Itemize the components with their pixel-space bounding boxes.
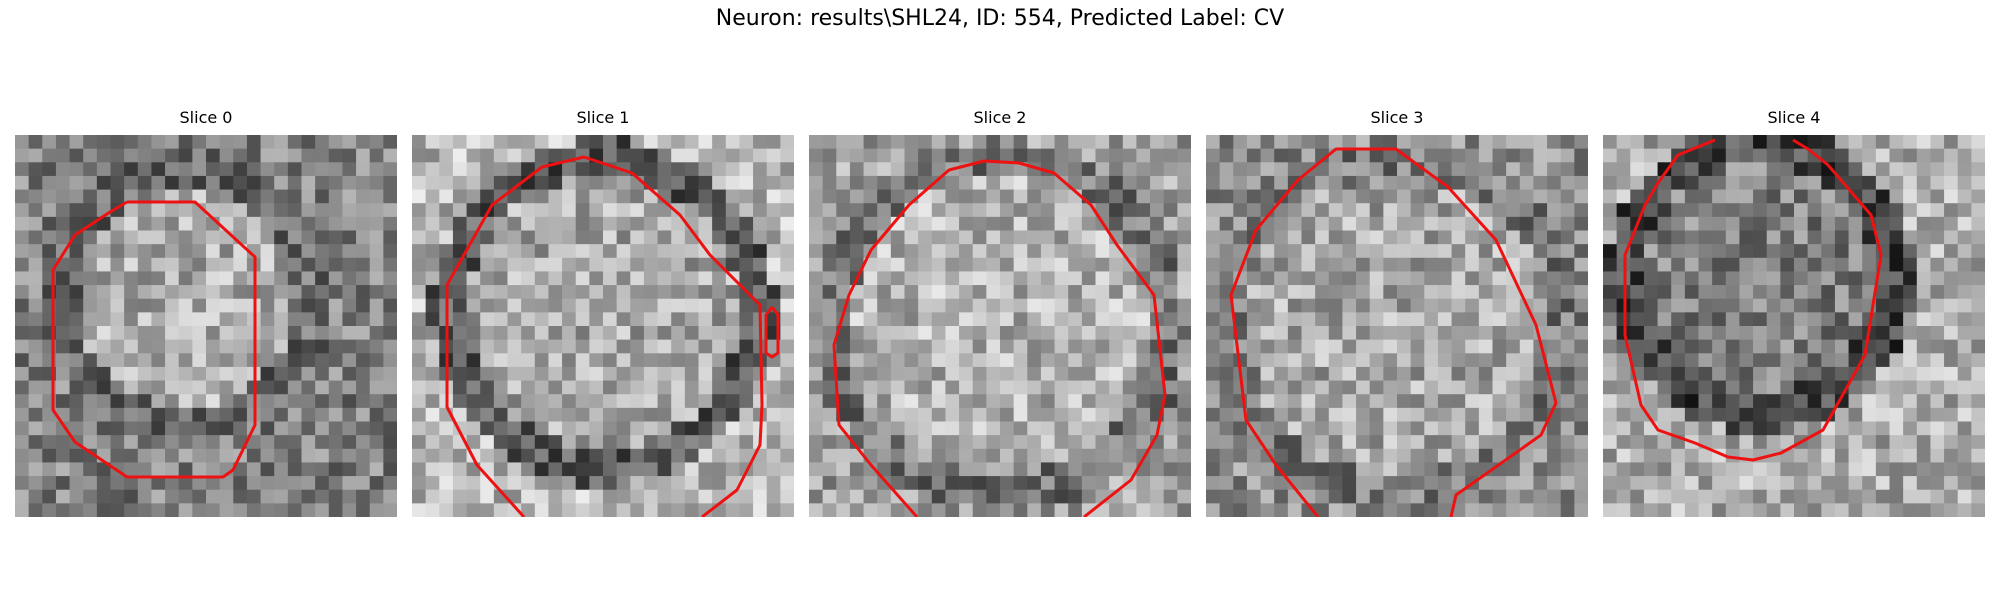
slice-3-image (1206, 135, 1588, 517)
slice-4-pixel-grid (1603, 135, 1985, 517)
slice-0-image (15, 135, 397, 517)
slice-3-pixel-grid (1206, 135, 1588, 517)
slice-2-contour (832, 159, 1167, 517)
slice-3-title: Slice 3 (1370, 108, 1424, 127)
slice-3-contour (1229, 147, 1558, 517)
figure-title: Neuron: results\SHL24, ID: 554, Predicte… (715, 6, 1285, 31)
slice-1-pixel-grid (412, 135, 794, 517)
slice-2-pixel-grid (809, 135, 1191, 517)
slice-1-contour (445, 155, 764, 517)
slice-4-title: Slice 4 (1767, 108, 1821, 127)
slice-1-contour-fragment (764, 306, 780, 359)
slice-2-title: Slice 2 (973, 108, 1027, 127)
slice-0-title: Slice 0 (179, 108, 233, 127)
slice-4-contour (1623, 138, 1883, 462)
slice-2-image (809, 135, 1191, 517)
slice-0-contour (51, 200, 257, 479)
slice-4-image (1603, 135, 1985, 517)
slice-1-image (412, 135, 794, 517)
slice-0-pixel-grid (15, 135, 397, 517)
slice-1-title: Slice 1 (576, 108, 630, 127)
